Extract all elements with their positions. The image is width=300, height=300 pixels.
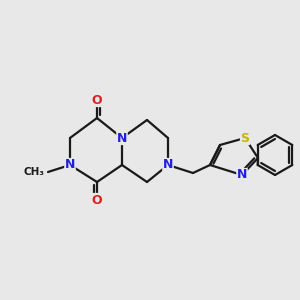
Text: N: N (117, 131, 127, 145)
Text: O: O (92, 94, 102, 106)
Text: N: N (65, 158, 75, 172)
Text: S: S (241, 131, 250, 145)
Text: N: N (237, 169, 247, 182)
Text: N: N (163, 158, 173, 172)
Text: CH₃: CH₃ (23, 167, 44, 177)
Text: O: O (92, 194, 102, 206)
